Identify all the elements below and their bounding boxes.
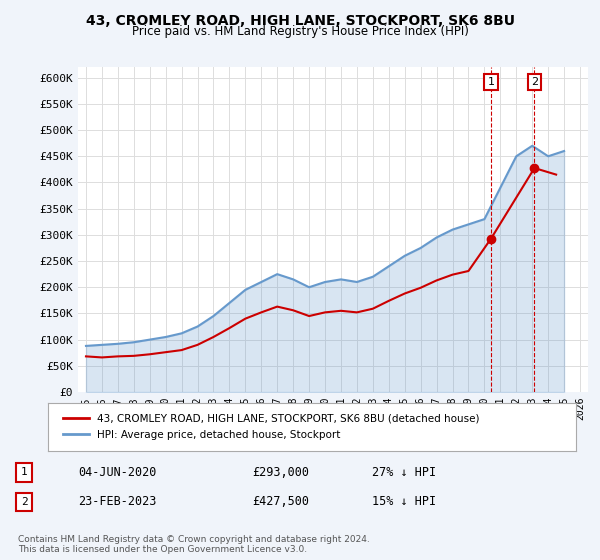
Text: 23-FEB-2023: 23-FEB-2023 <box>78 496 157 508</box>
Text: 1: 1 <box>488 77 494 87</box>
Legend: 43, CROMLEY ROAD, HIGH LANE, STOCKPORT, SK6 8BU (detached house), HPI: Average p: 43, CROMLEY ROAD, HIGH LANE, STOCKPORT, … <box>58 410 484 444</box>
Text: £293,000: £293,000 <box>252 466 309 479</box>
Text: 2: 2 <box>531 77 538 87</box>
Text: 2: 2 <box>20 497 28 507</box>
Text: Price paid vs. HM Land Registry's House Price Index (HPI): Price paid vs. HM Land Registry's House … <box>131 25 469 38</box>
Text: 1: 1 <box>20 468 28 478</box>
Text: 27% ↓ HPI: 27% ↓ HPI <box>372 466 436 479</box>
Text: Contains HM Land Registry data © Crown copyright and database right 2024.
This d: Contains HM Land Registry data © Crown c… <box>18 535 370 554</box>
Text: 43, CROMLEY ROAD, HIGH LANE, STOCKPORT, SK6 8BU: 43, CROMLEY ROAD, HIGH LANE, STOCKPORT, … <box>86 14 515 28</box>
Text: 15% ↓ HPI: 15% ↓ HPI <box>372 496 436 508</box>
Text: 04-JUN-2020: 04-JUN-2020 <box>78 466 157 479</box>
Text: £427,500: £427,500 <box>252 496 309 508</box>
